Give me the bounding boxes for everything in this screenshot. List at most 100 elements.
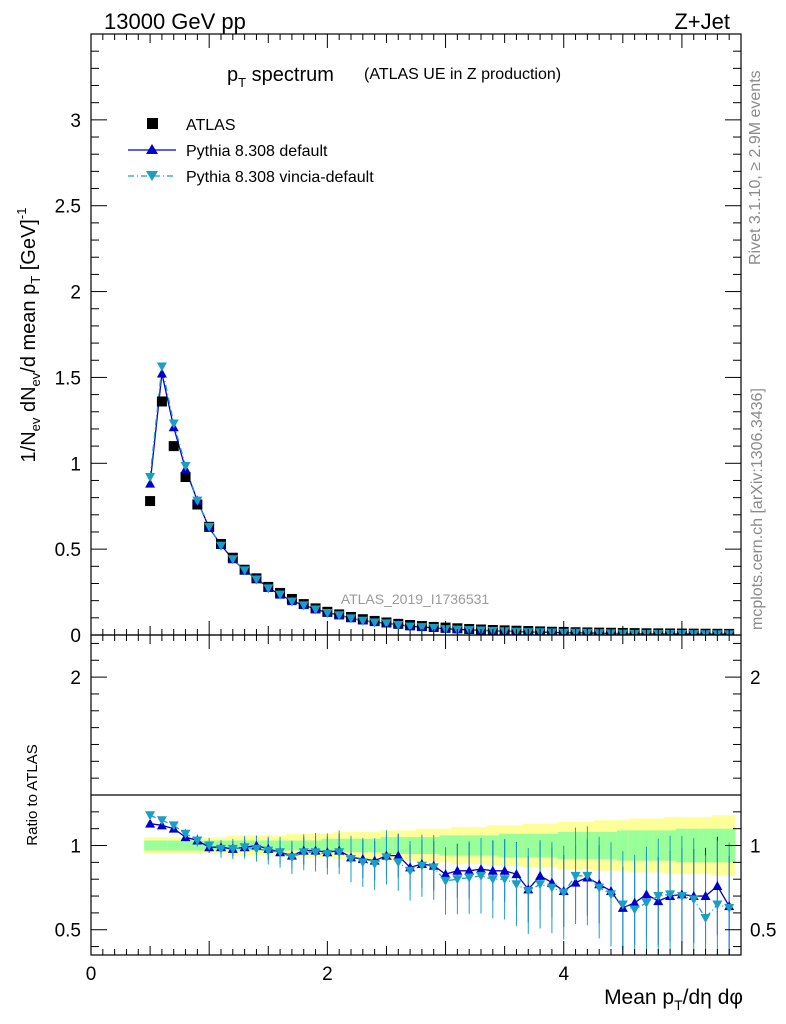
marker-vincia bbox=[251, 575, 262, 585]
ratio-marker-vincia bbox=[286, 853, 297, 863]
ratio-marker-vincia bbox=[405, 866, 416, 876]
ratio-marker-vincia bbox=[251, 844, 262, 854]
ratio-marker-vincia bbox=[464, 873, 475, 883]
band-inner bbox=[640, 830, 653, 861]
process-label: Z+Jet bbox=[674, 9, 730, 34]
legend-marker-vincia bbox=[146, 171, 158, 181]
series-line-vincia bbox=[149, 366, 730, 635]
ratio-marker-vincia bbox=[227, 844, 238, 854]
ratio-marker-vincia bbox=[499, 875, 510, 885]
legend: ATLAS Pythia 8.308 default Pythia 8.308 … bbox=[128, 117, 374, 186]
marker-vincia bbox=[334, 611, 345, 621]
ratio-marker-default bbox=[452, 865, 463, 875]
y-axis-label: 1/Nev dNev/d mean pT [GeV]-1 bbox=[14, 208, 43, 463]
marker-default bbox=[145, 478, 156, 488]
marker-vincia bbox=[357, 616, 368, 626]
ratio-marker-vincia bbox=[688, 895, 699, 905]
ratio-marker-vincia bbox=[381, 853, 392, 863]
ratio-marker-vincia bbox=[487, 875, 498, 885]
ratio-marker-vincia bbox=[156, 816, 167, 826]
marker-vincia bbox=[204, 522, 215, 532]
ratio-marker-vincia bbox=[582, 871, 593, 881]
marker-vincia bbox=[180, 461, 191, 471]
band-inner bbox=[522, 833, 535, 858]
ratio-tick-label-right: 2 bbox=[750, 668, 761, 689]
ratio-marker-vincia bbox=[546, 883, 557, 893]
ratio-tick-label-left: 2 bbox=[70, 668, 81, 689]
data-point-atlas bbox=[180, 472, 191, 483]
chart-title: pT spectrum bbox=[227, 64, 334, 90]
band-inner bbox=[557, 832, 571, 859]
data-point-atlas bbox=[168, 441, 179, 452]
ratio-marker-vincia bbox=[263, 846, 274, 856]
marker-vincia bbox=[145, 472, 156, 482]
legend-marker-atlas bbox=[147, 118, 158, 129]
chart-title-sub: T bbox=[238, 75, 246, 90]
ratio-marker-default bbox=[145, 818, 156, 828]
ratio-marker-default bbox=[393, 850, 404, 860]
data-point-atlas bbox=[156, 396, 167, 407]
ratio-marker-vincia bbox=[653, 892, 664, 902]
legend-label-atlas: ATLAS bbox=[186, 117, 236, 134]
ratio-marker-vincia bbox=[606, 890, 616, 900]
ratio-marker-default bbox=[535, 870, 546, 880]
ratio-marker-vincia bbox=[641, 898, 652, 908]
ratio-marker-default bbox=[700, 891, 711, 901]
marker-vincia bbox=[369, 618, 380, 628]
ratio-marker-vincia bbox=[629, 905, 640, 915]
chart-subtitle: (ATLAS UE in Z production) bbox=[364, 66, 561, 83]
ratio-marker-vincia bbox=[676, 892, 687, 902]
watermark: ATLAS_2019_I1736531 bbox=[341, 591, 490, 607]
ratio-tick-label-right: 0.5 bbox=[750, 921, 776, 942]
ratio-marker-default bbox=[570, 877, 581, 887]
band-inner bbox=[167, 840, 181, 851]
marker-vincia bbox=[346, 614, 356, 624]
ratio-marker-vincia bbox=[216, 844, 226, 854]
ratio-marker-vincia bbox=[594, 883, 605, 893]
marker-vincia bbox=[227, 555, 238, 565]
y-tick-label: 3 bbox=[70, 111, 81, 132]
ratio-marker-vincia bbox=[535, 880, 546, 890]
marker-vincia bbox=[416, 623, 427, 633]
ratio-marker-vincia bbox=[334, 848, 345, 858]
ratio-marker-vincia bbox=[665, 890, 676, 900]
band-inner bbox=[144, 840, 157, 851]
energy-label: 13000 GeV pp bbox=[104, 9, 246, 34]
marker-vincia bbox=[156, 362, 167, 372]
ratio-marker-vincia bbox=[322, 849, 333, 859]
ratio-marker-vincia bbox=[369, 860, 380, 870]
marker-vincia bbox=[428, 623, 439, 633]
x-axis-label: Mean pT/dη dφ bbox=[604, 986, 743, 1013]
ratio-marker-default bbox=[440, 869, 451, 879]
marker-vincia bbox=[298, 601, 309, 611]
ratio-marker-vincia bbox=[239, 843, 250, 853]
marker-vincia bbox=[310, 605, 321, 615]
ratio-marker-vincia bbox=[180, 829, 191, 839]
y-tick-label: 2.5 bbox=[55, 197, 81, 218]
ratio-axis-label: Ratio to ATLAS bbox=[24, 744, 41, 845]
marker-vincia bbox=[275, 590, 286, 600]
chart-title-main: p bbox=[227, 64, 238, 86]
ratio-marker-default bbox=[487, 865, 498, 875]
ratio-marker-vincia bbox=[558, 888, 569, 898]
marker-default bbox=[156, 368, 167, 378]
ratio-marker-vincia bbox=[511, 880, 522, 890]
ratio-marker-vincia bbox=[310, 848, 321, 858]
band-inner bbox=[628, 830, 642, 861]
ratio-marker-default bbox=[499, 865, 510, 875]
ratio-marker-vincia bbox=[476, 871, 486, 881]
ratio-marker-vincia bbox=[700, 913, 711, 923]
ratio-marker-vincia bbox=[393, 858, 404, 868]
ratio-marker-vincia bbox=[724, 903, 735, 913]
y-tick-label: 0 bbox=[70, 626, 81, 647]
ratio-marker-vincia bbox=[275, 848, 286, 858]
marker-vincia bbox=[393, 620, 404, 630]
band-inner bbox=[616, 830, 630, 861]
ratio-marker-vincia bbox=[357, 858, 368, 868]
ratio-tick-label-left: 1 bbox=[70, 837, 81, 858]
y-tick-label: 2 bbox=[70, 283, 81, 304]
ratio-marker-default bbox=[712, 880, 723, 890]
band-inner bbox=[699, 828, 712, 863]
marker-vincia bbox=[286, 597, 297, 607]
x-tick-label: 2 bbox=[322, 964, 333, 985]
